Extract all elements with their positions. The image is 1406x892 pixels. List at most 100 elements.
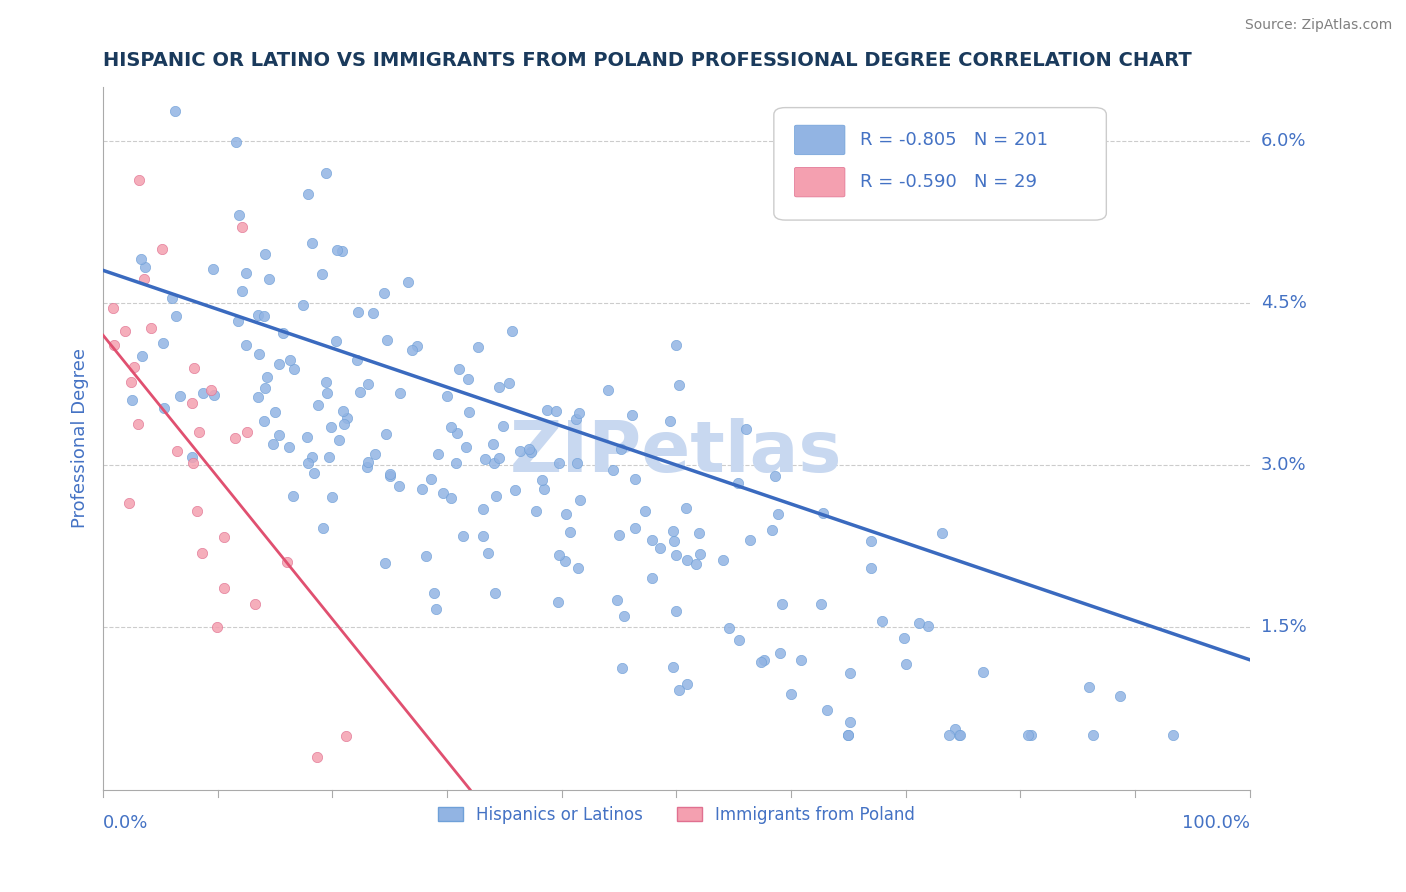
Hispanics or Latinos [530, 474, 553, 488]
Hispanics or Latinos [727, 475, 749, 490]
Immigrants from Poland [114, 324, 136, 338]
Hispanics or Latinos [249, 347, 271, 361]
Text: R = -0.590   N = 29: R = -0.590 N = 29 [860, 173, 1036, 191]
Hispanics or Latinos [378, 469, 401, 483]
Hispanics or Latinos [554, 507, 576, 521]
Hispanics or Latinos [256, 370, 278, 384]
Hispanics or Latinos [564, 412, 586, 426]
Hispanics or Latinos [949, 728, 972, 742]
Hispanics or Latinos [447, 362, 470, 376]
Hispanics or Latinos [749, 655, 772, 669]
Hispanics or Latinos [662, 533, 685, 548]
Hispanics or Latinos [477, 546, 499, 560]
Hispanics or Latinos [711, 553, 734, 567]
Hispanics or Latinos [718, 621, 741, 635]
Hispanics or Latinos [517, 442, 540, 456]
Hispanics or Latinos [253, 309, 276, 323]
Immigrants from Poland [122, 359, 145, 374]
Hispanics or Latinos [269, 428, 291, 442]
Hispanics or Latinos [665, 338, 688, 352]
Text: 6.0%: 6.0% [1261, 132, 1306, 150]
Immigrants from Poland [132, 272, 155, 286]
Hispanics or Latinos [131, 350, 153, 364]
Hispanics or Latinos [1109, 689, 1132, 703]
Text: HISPANIC OR LATINO VS IMMIGRANTS FROM POLAND PROFESSIONAL DEGREE CORRELATION CHA: HISPANIC OR LATINO VS IMMIGRANTS FROM PO… [103, 51, 1192, 70]
Hispanics or Latinos [484, 586, 506, 600]
Hispanics or Latinos [544, 404, 567, 418]
Hispanics or Latinos [837, 728, 859, 742]
Immigrants from Poland [183, 360, 205, 375]
Hispanics or Latinos [728, 632, 751, 647]
Hispanics or Latinos [770, 597, 793, 611]
Hispanics or Latinos [328, 433, 350, 447]
Immigrants from Poland [214, 581, 236, 595]
Hispanics or Latinos [423, 586, 446, 600]
Hispanics or Latinos [271, 326, 294, 340]
Immigrants from Poland [127, 417, 149, 432]
Hispanics or Latinos [568, 493, 591, 508]
Hispanics or Latinos [425, 602, 447, 616]
Hispanics or Latinos [810, 597, 832, 611]
Immigrants from Poland [120, 376, 142, 390]
Hispanics or Latinos [676, 553, 699, 567]
Hispanics or Latinos [254, 246, 277, 260]
Hispanics or Latinos [235, 338, 257, 352]
Hispanics or Latinos [169, 389, 191, 403]
Hispanics or Latinos [624, 472, 647, 486]
Hispanics or Latinos [396, 275, 419, 289]
Hispanics or Latinos [247, 390, 270, 404]
Hispanics or Latinos [281, 489, 304, 503]
Hispanics or Latinos [311, 267, 333, 281]
Hispanics or Latinos [763, 469, 786, 483]
Hispanics or Latinos [440, 419, 463, 434]
Hispanics or Latinos [307, 398, 329, 412]
Hispanics or Latinos [278, 441, 301, 455]
Hispanics or Latinos [121, 393, 143, 408]
Hispanics or Latinos [349, 385, 371, 400]
Hispanics or Latinos [457, 372, 479, 386]
Hispanics or Latinos [326, 244, 349, 258]
Hispanics or Latinos [432, 486, 454, 500]
Hispanics or Latinos [228, 208, 250, 222]
Hispanics or Latinos [315, 375, 337, 389]
Hispanics or Latinos [129, 252, 152, 267]
Hispanics or Latinos [536, 402, 558, 417]
Hispanics or Latinos [485, 489, 508, 503]
Hispanics or Latinos [661, 660, 683, 674]
Hispanics or Latinos [548, 456, 571, 470]
Hispanics or Latinos [780, 687, 803, 701]
Hispanics or Latinos [519, 444, 541, 458]
Hispanics or Latinos [318, 450, 340, 464]
Text: 1.5%: 1.5% [1261, 618, 1306, 636]
Hispanics or Latinos [357, 455, 380, 469]
Hispanics or Latinos [509, 443, 531, 458]
Hispanics or Latinos [482, 456, 505, 470]
Hispanics or Latinos [436, 389, 458, 403]
Hispanics or Latinos [444, 456, 467, 470]
Immigrants from Poland [335, 730, 357, 744]
Hispanics or Latinos [811, 506, 834, 520]
Hispanics or Latinos [837, 728, 859, 742]
Hispanics or Latinos [492, 419, 515, 434]
Hispanics or Latinos [257, 272, 280, 286]
Hispanics or Latinos [641, 571, 664, 585]
Hispanics or Latinos [295, 430, 318, 444]
Hispanics or Latinos [606, 593, 628, 607]
Hispanics or Latinos [894, 657, 917, 671]
Immigrants from Poland [117, 496, 139, 510]
Hispanics or Latinos [312, 521, 335, 535]
Hispanics or Latinos [332, 404, 354, 418]
Text: Source: ZipAtlas.com: Source: ZipAtlas.com [1244, 18, 1392, 32]
FancyBboxPatch shape [773, 108, 1107, 220]
Hispanics or Latinos [439, 491, 461, 505]
Hispanics or Latinos [319, 420, 342, 434]
Hispanics or Latinos [325, 334, 347, 348]
Hispanics or Latinos [482, 436, 505, 450]
Hispanics or Latinos [302, 466, 325, 480]
Immigrants from Poland [276, 555, 298, 569]
Immigrants from Poland [212, 530, 235, 544]
Hispanics or Latinos [346, 352, 368, 367]
Hispanics or Latinos [336, 411, 359, 425]
Hispanics or Latinos [301, 235, 323, 250]
Hispanics or Latinos [231, 284, 253, 298]
